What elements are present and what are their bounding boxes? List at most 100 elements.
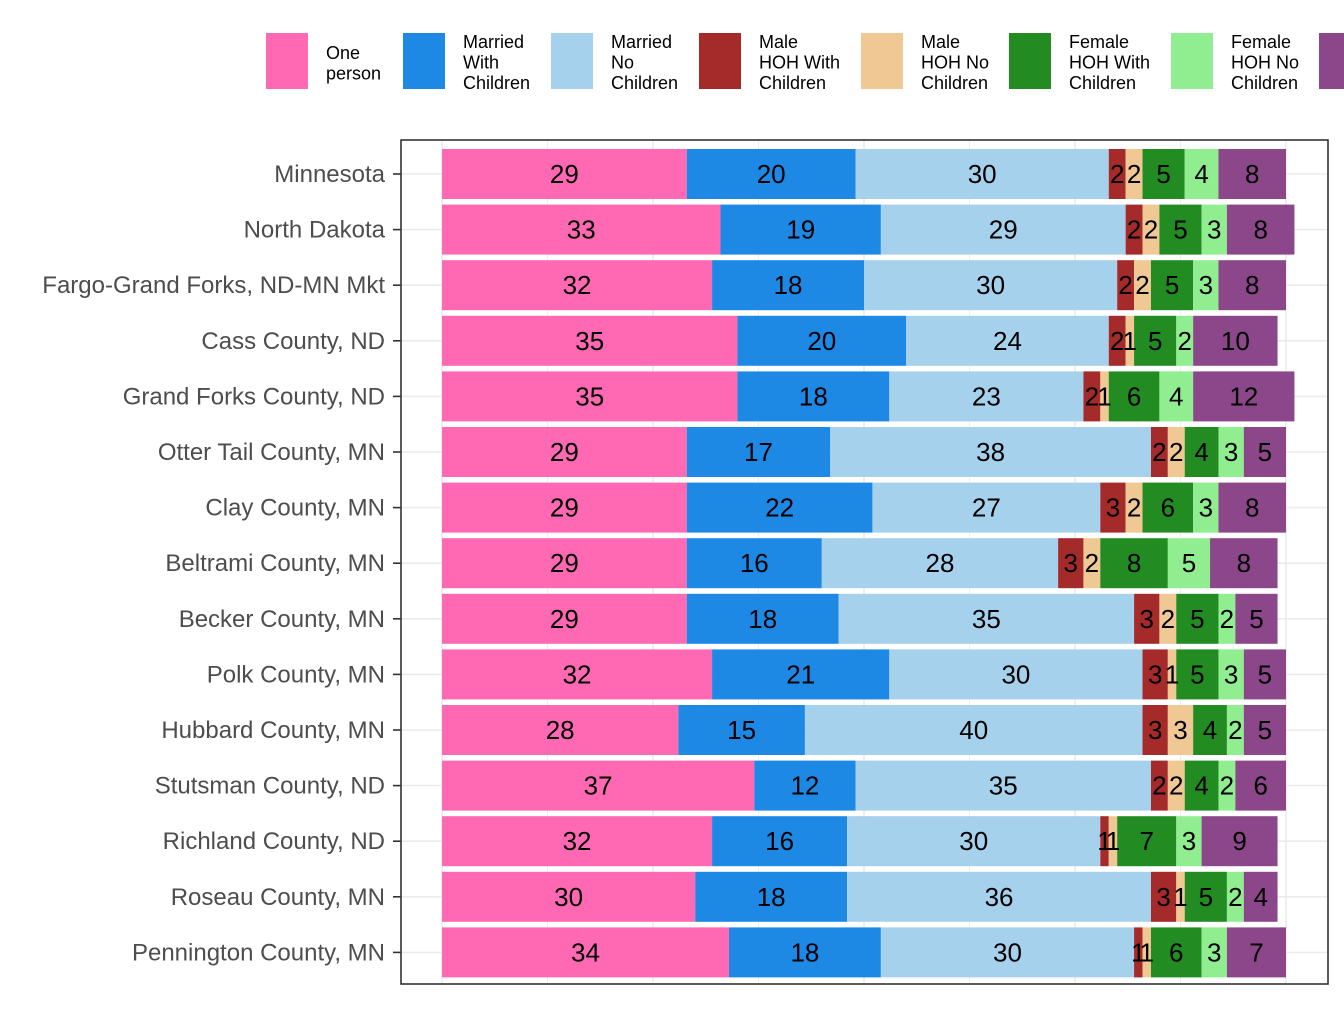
bar-segment (838, 593, 1135, 644)
bar-row: 32 18 30 2 2 5 3 8 (442, 260, 1286, 311)
y-tick-label: Polk County, MN (207, 661, 385, 688)
data-label: 6 (1161, 493, 1175, 523)
y-tick-label: Grand Forks County, ND (123, 383, 385, 410)
data-label: 2 (1152, 437, 1166, 467)
bar-segment (1150, 871, 1177, 922)
bar-segment (1176, 315, 1194, 366)
data-label: 19 (786, 215, 815, 245)
bar-segment (1159, 371, 1194, 422)
data-label: 2 (1161, 604, 1175, 634)
data-label: 30 (1001, 659, 1030, 689)
bar-segment (1243, 427, 1286, 477)
bar-segment (695, 871, 848, 922)
bar-segment (442, 760, 755, 811)
legend-label: Female HOH No Children (1231, 32, 1299, 93)
bar-segment (442, 204, 721, 255)
data-label: 23 (972, 381, 1001, 411)
data-label: 18 (799, 381, 828, 411)
data-label: 3 (1148, 715, 1162, 745)
bar-segment (686, 482, 873, 533)
bar-row: 37 12 35 2 2 4 2 6 (442, 760, 1286, 811)
bar-segment (855, 149, 1109, 199)
data-label: 3 (1224, 437, 1238, 467)
legend-label: Female HOH With Children (1069, 32, 1150, 93)
legend-item: Male HOH With Children (699, 32, 840, 93)
data-label: 3 (1207, 937, 1221, 967)
legend-item: Male HOH No Children (861, 32, 989, 93)
bar-segment (737, 315, 907, 366)
data-label: 33 (567, 215, 596, 245)
data-label: 5 (1258, 437, 1272, 467)
bar-segment (1142, 149, 1185, 199)
bar-row: 32 21 30 3 1 5 3 5 (442, 649, 1286, 700)
data-label: 2 (1177, 326, 1191, 356)
data-label: 30 (968, 159, 997, 189)
data-label: 2 (1110, 326, 1124, 356)
data-label: 3 (1199, 270, 1213, 300)
data-label: 40 (959, 715, 988, 745)
data-label: 18 (774, 270, 803, 300)
bar-segment (1226, 871, 1244, 922)
bar-segment (686, 593, 839, 644)
bar-segment (1083, 538, 1101, 589)
data-label: 32 (563, 659, 592, 689)
bar-segment (1184, 149, 1219, 199)
data-label: 2 (1085, 381, 1099, 411)
y-tick-label: Hubbard County, MN (161, 717, 385, 744)
legend-item (1319, 33, 1344, 89)
bar-segment (1142, 927, 1151, 978)
bar-segment (1193, 260, 1219, 311)
bar-segment (1150, 760, 1168, 811)
data-label: 2 (1085, 548, 1099, 578)
data-label: 5 (1190, 659, 1204, 689)
bar-segment (1210, 538, 1278, 589)
legend-item: Female HOH No Children (1171, 32, 1299, 93)
bar-segment (821, 538, 1059, 589)
bar-segment (855, 760, 1151, 811)
bar-segment (889, 371, 1084, 422)
bar-row: 29 17 38 2 2 4 3 5 (442, 427, 1286, 477)
data-label: 2 (1220, 771, 1234, 801)
bar-segment (1134, 315, 1177, 366)
data-label: 2 (1220, 604, 1234, 634)
legend-item: One person (266, 33, 381, 89)
data-label: 1 (1173, 882, 1187, 912)
data-label: 5 (1249, 604, 1263, 634)
bar-segment (442, 538, 687, 589)
data-label: 35 (989, 771, 1018, 801)
bar-segment (678, 705, 805, 755)
bar-segment (1083, 371, 1101, 422)
data-label: 9 (1232, 826, 1246, 856)
y-tick-label: Otter Tail County, MN (158, 439, 385, 466)
y-tick-label: Minnesota (274, 161, 385, 188)
data-label: 3 (1207, 215, 1221, 245)
bar-segment (442, 705, 679, 755)
y-tick-label: Pennington County, MN (132, 939, 385, 966)
data-label: 8 (1245, 493, 1259, 523)
data-label: 6 (1169, 937, 1183, 967)
data-label: 29 (550, 548, 579, 578)
bar-segment (830, 427, 1151, 477)
data-label: 30 (959, 826, 988, 856)
bar-segment (1142, 204, 1160, 255)
bar-segment (1218, 260, 1286, 311)
data-label: 18 (757, 882, 786, 912)
bar-segment (686, 149, 856, 199)
legend-label: Male HOH No Children (921, 32, 989, 93)
bar-segment (686, 538, 822, 589)
data-label: 28 (925, 548, 954, 578)
bar-row: 35 20 24 21 5 2 10 (442, 315, 1278, 366)
data-label: 5 (1258, 715, 1272, 745)
data-label: 8 (1245, 159, 1259, 189)
bar-segment (728, 927, 881, 978)
y-tick-label: Clay County, MN (205, 495, 385, 522)
bar-segment (1184, 427, 1219, 477)
data-label: 2 (1118, 270, 1132, 300)
bar-segment (686, 427, 831, 477)
data-label: 1 (1106, 826, 1120, 856)
data-label: 2 (1110, 159, 1124, 189)
data-label: 5 (1258, 659, 1272, 689)
bars: 29 20 30 2 2 5 4 833 19 29 2 2 5 3 832 18 30 2 2 5 3 835 20 24 2… (442, 149, 1295, 978)
bar-segment (442, 260, 713, 311)
